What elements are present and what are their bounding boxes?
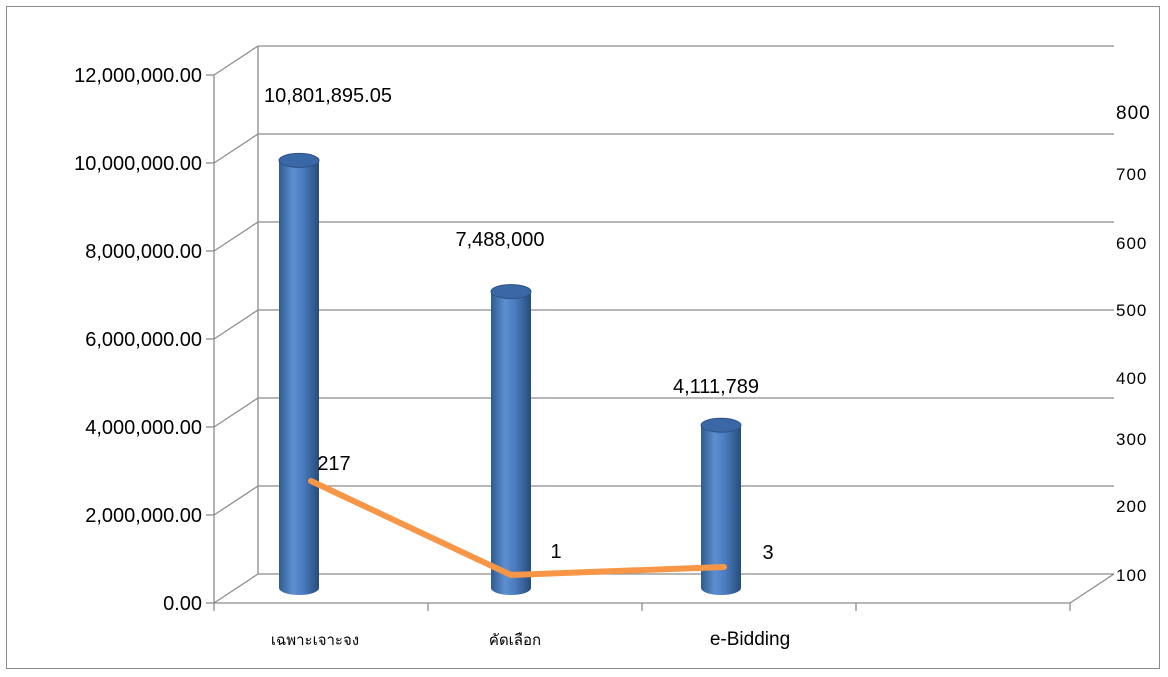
data-labels: 10,801,895.05 7,488,000 4,111,789 217 1 3 bbox=[264, 85, 774, 564]
chart-frame bbox=[6, 6, 1160, 669]
y-tick-label: 2,000,000.00 bbox=[85, 505, 202, 527]
line-data-label: 1 bbox=[550, 541, 561, 563]
y2-tick-label: 400 bbox=[1116, 369, 1147, 388]
line-series bbox=[308, 478, 727, 578]
line-data-label: 217 bbox=[317, 453, 350, 475]
y2-tick-label: 800 bbox=[1116, 103, 1151, 124]
bar-cap bbox=[490, 284, 532, 300]
bar bbox=[700, 417, 742, 595]
y-tick-label: 0.00 bbox=[163, 593, 202, 615]
y2-tick-label: 500 bbox=[1116, 301, 1147, 320]
gridlines bbox=[213, 45, 1114, 604]
x-tick-label: e-Bidding bbox=[710, 629, 790, 650]
bar-data-label: 10,801,895.05 bbox=[264, 85, 392, 107]
line-data-label: 3 bbox=[762, 542, 773, 564]
bar-data-label: 4,111,789 bbox=[673, 376, 759, 398]
gridline-depth bbox=[213, 397, 259, 428]
y2-tick-label: 700 bbox=[1116, 165, 1147, 184]
y2-tick-label: 600 bbox=[1116, 234, 1147, 253]
y-tick-label: 4,000,000.00 bbox=[85, 417, 202, 439]
gridline-depth bbox=[213, 221, 259, 252]
x-tick-label: คัดเลือก bbox=[489, 631, 541, 649]
y2-tick-label: 100 bbox=[1116, 566, 1147, 585]
bar-data-label: 7,488,000 bbox=[456, 229, 545, 251]
bar-body bbox=[279, 160, 319, 595]
gridline-depth bbox=[213, 133, 259, 164]
y2-tick-label: 300 bbox=[1116, 430, 1147, 449]
axes: 0.00 2,000,000.00 4,000,000.00 6,000,000.00… bbox=[74, 46, 1151, 650]
bar bbox=[278, 152, 320, 595]
y-tick-label: 8,000,000.00 bbox=[85, 241, 202, 263]
x-tick-label: เฉพาะเจาะจง bbox=[271, 631, 359, 649]
gridline-depth bbox=[213, 45, 259, 76]
bar-body bbox=[491, 291, 531, 595]
bar bbox=[490, 284, 532, 595]
y2-tick-label: 200 bbox=[1116, 497, 1147, 516]
gridline-depth bbox=[213, 485, 259, 516]
bar-body bbox=[701, 425, 741, 595]
bar-cap bbox=[700, 417, 742, 433]
gridline-depth bbox=[213, 573, 259, 604]
y-tick-label: 10,000,000.00 bbox=[74, 153, 202, 175]
bar-cap bbox=[278, 152, 320, 168]
gridline-depth bbox=[213, 309, 259, 340]
y-tick-label: 6,000,000.00 bbox=[85, 329, 202, 351]
bar-series bbox=[278, 152, 742, 595]
y-tick-label: 12,000,000.00 bbox=[74, 65, 202, 87]
floor-edge bbox=[1069, 573, 1115, 604]
